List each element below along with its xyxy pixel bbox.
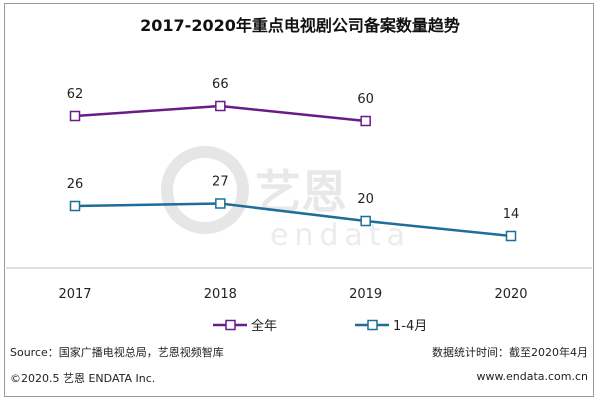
legend-item: 全年 (213, 318, 277, 334)
data-label: 60 (357, 92, 374, 107)
data-label: 66 (212, 77, 229, 92)
data-point-marker (215, 198, 226, 209)
copyright-text: ©2020.5 艺恩 ENDATA Inc. (10, 372, 156, 385)
data-point-marker (69, 200, 81, 212)
chart-title: 2017-2020年重点电视剧公司备案数量趋势 (140, 16, 460, 35)
website-url: www.endata.com.cn (476, 370, 589, 383)
data-label: 14 (503, 207, 520, 222)
legend-marker (367, 319, 378, 331)
data-point-marker (215, 100, 226, 112)
data-label: 20 (357, 192, 374, 207)
x-tick-label: 2020 (494, 287, 527, 302)
x-tick-labels: 2017 2018 2019 2020 (58, 287, 527, 302)
data-label: 62 (67, 87, 84, 102)
data-point-marker (360, 115, 371, 127)
legend-label: 1-4月 (393, 319, 427, 334)
data-point-marker (69, 110, 81, 122)
data-label: 26 (67, 177, 84, 192)
data-label: 27 (212, 175, 229, 190)
series-line (74, 202, 512, 238)
chart-frame (4, 3, 594, 397)
data-point-marker (505, 230, 517, 242)
source-text: Source：国家广播电视总局，艺恩视频智库 (10, 346, 224, 359)
legend: 全年 1-4月 (213, 318, 427, 334)
legend-marker (225, 319, 236, 331)
legend-item: 1-4月 (355, 319, 427, 334)
data-time-note: 数据统计时间：截至2020年4月 (432, 346, 588, 359)
series-layer: 62 66 60 26 27 20 14 (67, 77, 520, 242)
x-tick-label: 2019 (349, 287, 382, 302)
x-tick-label: 2017 (58, 287, 91, 302)
legend-label: 全年 (251, 318, 277, 334)
data-point-marker (360, 215, 371, 227)
x-tick-label: 2018 (204, 287, 237, 302)
